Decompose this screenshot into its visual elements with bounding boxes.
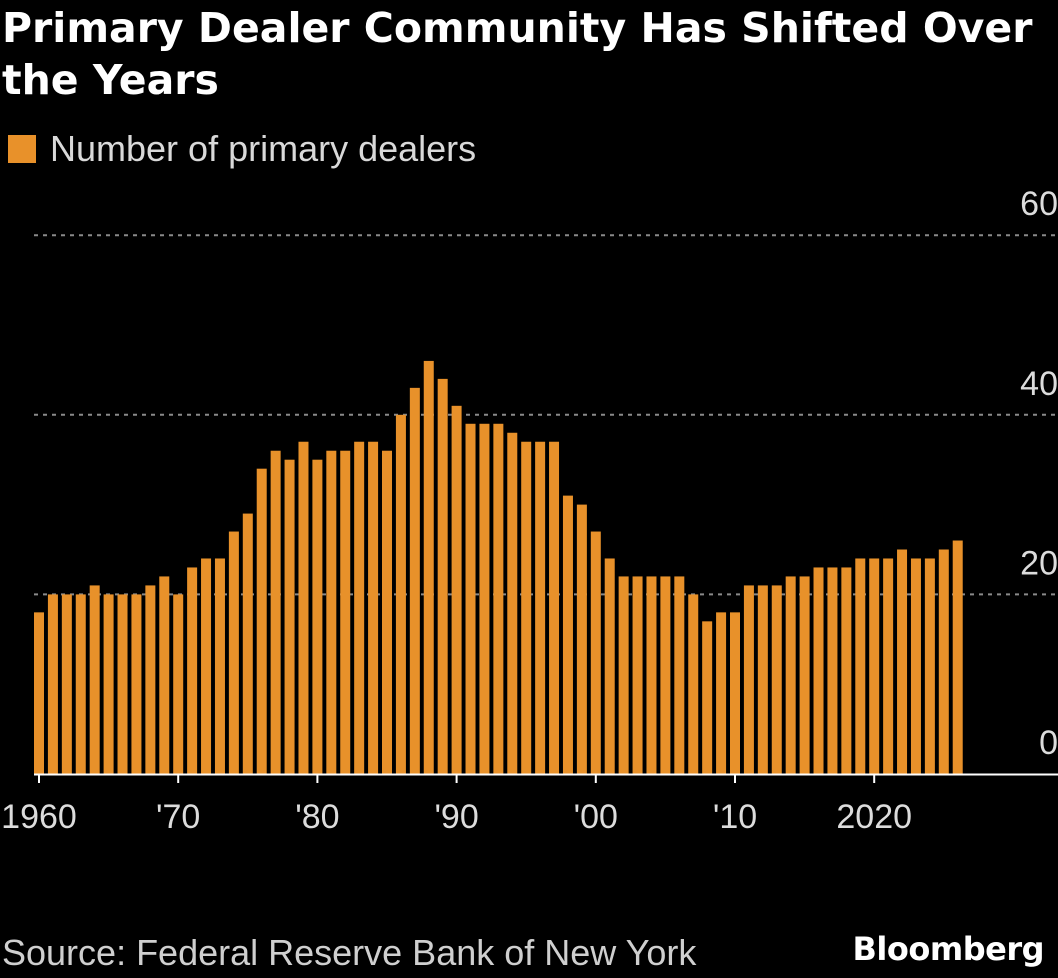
bar-2003: [632, 576, 643, 774]
bar-2010: [730, 612, 740, 774]
bar-2001: [604, 558, 615, 774]
bar-2002: [618, 576, 629, 774]
bar-2012: [757, 585, 768, 774]
x-tick-label-1960: 1960: [1, 798, 77, 836]
bar-2022: [897, 549, 908, 774]
bar-2026: [952, 540, 963, 774]
bar-1973: [214, 558, 225, 774]
bar-2009: [716, 612, 727, 774]
bar-1963: [75, 594, 86, 774]
bar-1976: [256, 468, 267, 774]
bar-1967: [131, 594, 142, 774]
bar-1975: [242, 513, 253, 774]
bar-1983: [354, 441, 365, 774]
x-tick-label-1990: '90: [434, 798, 478, 836]
bar-1971: [187, 567, 198, 774]
bar-1966: [117, 594, 128, 774]
bar-1980: [312, 459, 323, 774]
bar-1993: [493, 423, 504, 774]
bar-1974: [228, 531, 239, 774]
bar-1996: [535, 441, 546, 774]
bar-1991: [465, 423, 476, 774]
bar-1998: [562, 495, 573, 774]
bar-1970: [173, 594, 184, 774]
bar-2004: [646, 576, 657, 774]
bar-2000: [590, 531, 601, 774]
bar-1992: [479, 423, 490, 774]
bar-1978: [284, 459, 295, 774]
x-tick-label-1980: '80: [295, 798, 339, 836]
bar-1995: [521, 441, 532, 774]
bar-2024: [924, 558, 935, 774]
bar-2016: [813, 567, 824, 774]
bar-2011: [743, 585, 754, 774]
bar-1972: [201, 558, 212, 774]
bar-2025: [938, 549, 949, 774]
bar-1968: [145, 585, 156, 774]
x-tick-label-1970: '70: [156, 798, 200, 836]
bar-2005: [660, 576, 671, 774]
x-tick-label-2010: '10: [713, 798, 757, 836]
bar-2006: [674, 576, 685, 774]
y-tick-label-60: 60: [1020, 185, 1058, 223]
bar-2008: [702, 621, 713, 774]
bar-1965: [103, 594, 114, 774]
bar-1990: [451, 405, 462, 774]
source-note: Source: Federal Reserve Bank of New York: [2, 932, 697, 973]
bar-1962: [61, 594, 72, 774]
bar-2015: [799, 576, 810, 774]
legend: Number of primary dealers: [8, 128, 476, 170]
legend-label: Number of primary dealers: [50, 128, 477, 169]
bar-1985: [382, 450, 392, 774]
bar-1961: [47, 594, 58, 774]
bar-1969: [159, 576, 170, 774]
bar-2007: [688, 594, 699, 774]
bar-1964: [89, 585, 100, 774]
bar-2020: [869, 558, 880, 774]
bar-1984: [368, 441, 379, 774]
x-tick-label-2000: '00: [574, 798, 618, 836]
bar-2014: [785, 576, 796, 774]
chart-title: Primary Dealer Community Has Shifted Ove…: [2, 4, 1033, 104]
bar-1977: [270, 450, 281, 774]
bar-1982: [340, 450, 351, 774]
bar-1999: [576, 504, 587, 774]
bar-1986: [395, 414, 406, 774]
bar-1997: [549, 441, 560, 774]
x-tick-label-2020: 2020: [836, 798, 912, 836]
bar-2017: [827, 567, 838, 774]
bar-1987: [409, 387, 420, 774]
bar-2018: [841, 567, 852, 774]
bar-2019: [855, 558, 866, 774]
bar-1960: [34, 612, 44, 774]
bloomberg-logo: Bloomberg: [852, 930, 1045, 968]
legend-swatch: [8, 135, 36, 163]
bar-1988: [423, 360, 434, 774]
y-tick-label-40: 40: [1020, 365, 1058, 403]
y-tick-label-20: 20: [1020, 544, 1058, 582]
bar-1994: [507, 432, 518, 774]
bar-2021: [883, 558, 894, 774]
y-tick-label-0: 0: [1039, 724, 1058, 762]
bar-1989: [437, 378, 448, 774]
bar-1981: [326, 450, 337, 774]
bar-1979: [298, 441, 309, 774]
bar-chart: 0 20 40 60 1960 '70 '80 '90 '00 '10 2020: [1, 185, 1058, 836]
bar-2013: [771, 585, 782, 774]
bar-2023: [910, 558, 921, 774]
